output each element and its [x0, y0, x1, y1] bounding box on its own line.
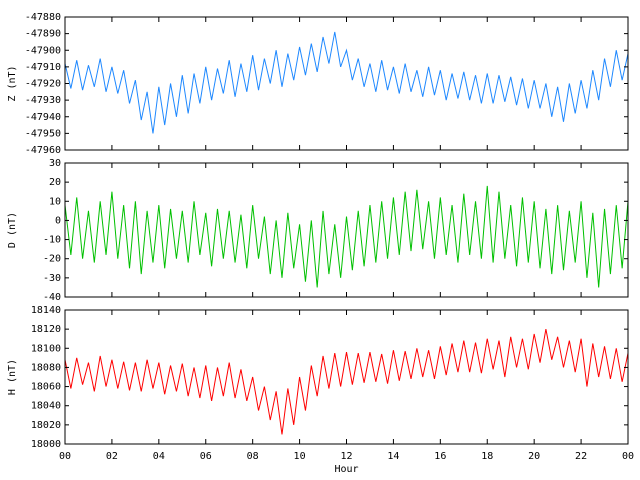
y-tick-label: -20: [43, 254, 61, 265]
x-tick-label: 08: [247, 451, 259, 462]
x-tick-label: 00: [622, 451, 634, 462]
y-tick-label: 18080: [31, 362, 61, 373]
y-tick-label: 30: [49, 158, 61, 169]
y-tick-label: -47960: [25, 145, 61, 156]
data-line: [64, 329, 629, 435]
x-axis-label: Hour: [334, 464, 358, 475]
y-axis-label: H (nT): [7, 359, 18, 395]
y-tick-label: -40: [43, 292, 61, 303]
data-line: [64, 31, 629, 134]
x-tick-label: 06: [200, 451, 212, 462]
y-tick-label: 18060: [31, 382, 61, 393]
y-tick-label: 18040: [31, 401, 61, 412]
y-tick-label: 18020: [31, 420, 61, 431]
y-tick-label: -47950: [25, 128, 61, 139]
y-tick-label: -47880: [25, 12, 61, 23]
y-tick-label: -47890: [25, 29, 61, 40]
y-tick-label: -47920: [25, 79, 61, 90]
x-tick-label: 02: [106, 451, 118, 462]
y-axis-label: Z (nT): [7, 65, 18, 101]
plot-frame: [64, 309, 629, 445]
y-tick-label: -47910: [25, 62, 61, 73]
plot-frame: [64, 16, 629, 151]
x-tick-label: 00: [59, 451, 71, 462]
y-tick-label: 18000: [31, 439, 61, 450]
data-line: [64, 185, 629, 288]
x-tick-label: 12: [340, 451, 352, 462]
y-tick-label: -30: [43, 273, 61, 284]
x-tick-label: 04: [153, 451, 165, 462]
y-tick-label: -47940: [25, 112, 61, 123]
y-tick-label: -10: [43, 235, 61, 246]
y-tick-label: -47900: [25, 45, 61, 56]
x-tick-label: 22: [575, 451, 587, 462]
x-tick-label: 10: [294, 451, 306, 462]
y-axis-label: D (nT): [7, 212, 18, 248]
y-tick-label: 18120: [31, 324, 61, 335]
y-tick-label: 18140: [31, 305, 61, 316]
y-tick-label: 18100: [31, 343, 61, 354]
y-tick-label: 20: [49, 177, 61, 188]
y-tick-label: -47930: [25, 95, 61, 106]
x-tick-label: 14: [387, 451, 399, 462]
y-tick-label: 0: [55, 215, 61, 226]
x-tick-label: 20: [528, 451, 540, 462]
y-tick-label: 10: [49, 196, 61, 207]
x-tick-label: 18: [481, 451, 493, 462]
x-tick-label: 16: [434, 451, 446, 462]
